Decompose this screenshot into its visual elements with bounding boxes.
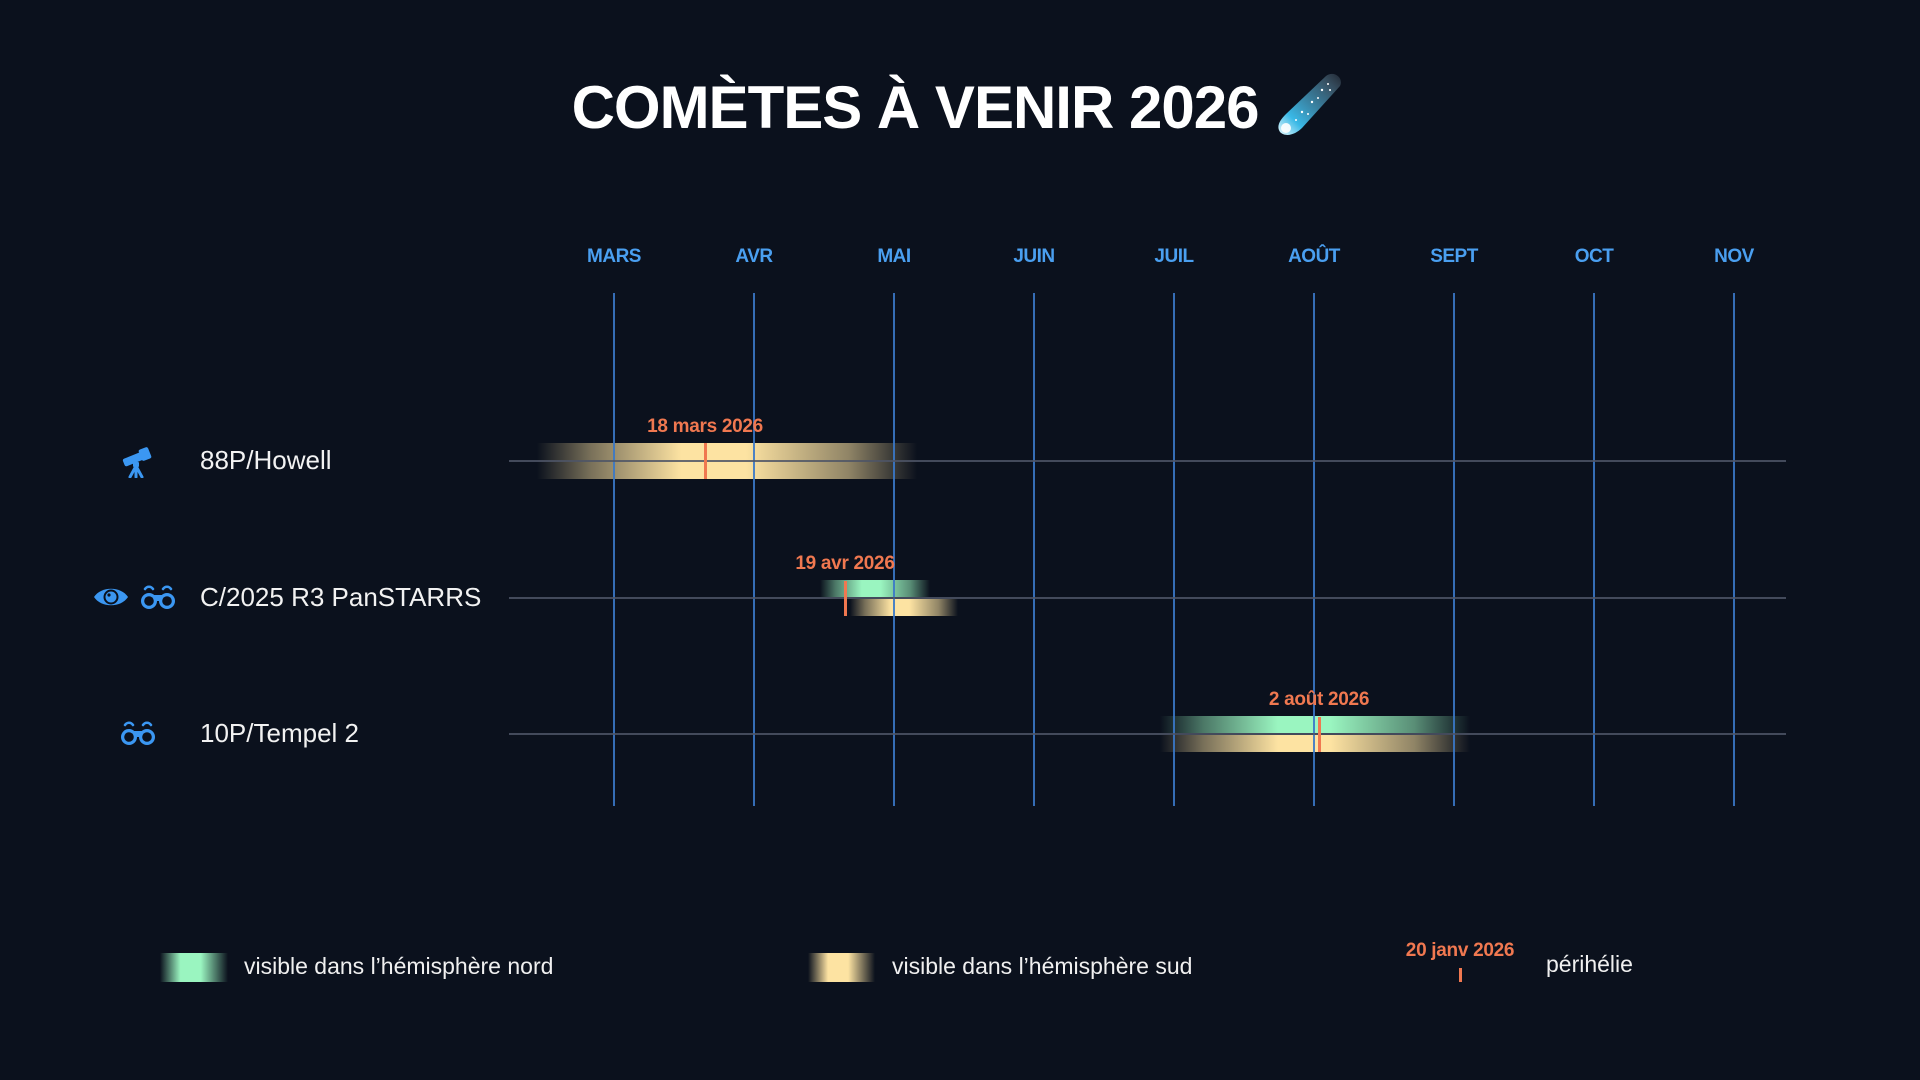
month-label: NOV [1714,246,1754,267]
perihelion-date-label: 2 août 2026 [1268,689,1370,710]
visibility-bar-north [1160,716,1470,733]
month-label: JUIL [1154,246,1194,267]
visibility-bar-south [850,599,958,616]
legend-swatch-north [160,953,228,982]
visibility-bar-north [820,580,930,597]
month-gridline [613,293,615,806]
month-gridline [753,293,755,806]
chart-title-text: COMÈTES À VENIR 2026 [571,74,1260,141]
month-gridline [1033,293,1035,806]
month-gridline [1313,293,1315,806]
legend-label-north: visible dans l’hémisphère nord [244,953,554,979]
row-baseline [509,733,1786,735]
month-label: AOÛT [1288,246,1340,267]
legend-label-south: visible dans l’hémisphère sud [892,953,1193,979]
row-baseline [509,597,1786,599]
month-label: MARS [587,246,641,267]
naked-eye-icon [92,583,130,616]
legend-perihelion-tick [1459,968,1462,982]
month-gridline [1173,293,1175,806]
perihelion-marker [704,443,707,479]
legend-label-perihelion: périhélie [1546,951,1633,977]
row-baseline [509,460,1786,462]
month-gridline [1733,293,1735,806]
legend-perihelion-date: 20 janv 2026 [1405,940,1515,961]
visibility-bar-south [1160,735,1470,752]
telescope-icon [120,446,154,483]
month-gridline [1453,293,1455,806]
month-label: OCT [1574,246,1614,267]
perihelion-marker [844,581,847,616]
month-gridline [893,293,895,806]
binoculars-icon [120,719,156,752]
perihelion-date-label: 18 mars 2026 [647,416,763,437]
month-gridline [1593,293,1595,806]
legend-swatch-south [808,953,875,982]
perihelion-marker [1318,717,1321,752]
perihelion-date-label: 19 avr 2026 [795,553,895,574]
chart-title: COMÈTES À VENIR 2026 [0,70,1920,150]
month-label: SEPT [1430,246,1478,267]
comet-name: 88P/Howell [200,445,332,475]
month-label: AVR [735,246,773,267]
month-label: JUIN [1013,246,1055,267]
comet-name: C/2025 R3 PanSTARRS [200,582,482,612]
month-label: MAI [877,246,911,267]
comet-icon [1272,68,1348,144]
binoculars-icon [140,583,176,616]
comet-name: 10P/Tempel 2 [200,718,359,748]
